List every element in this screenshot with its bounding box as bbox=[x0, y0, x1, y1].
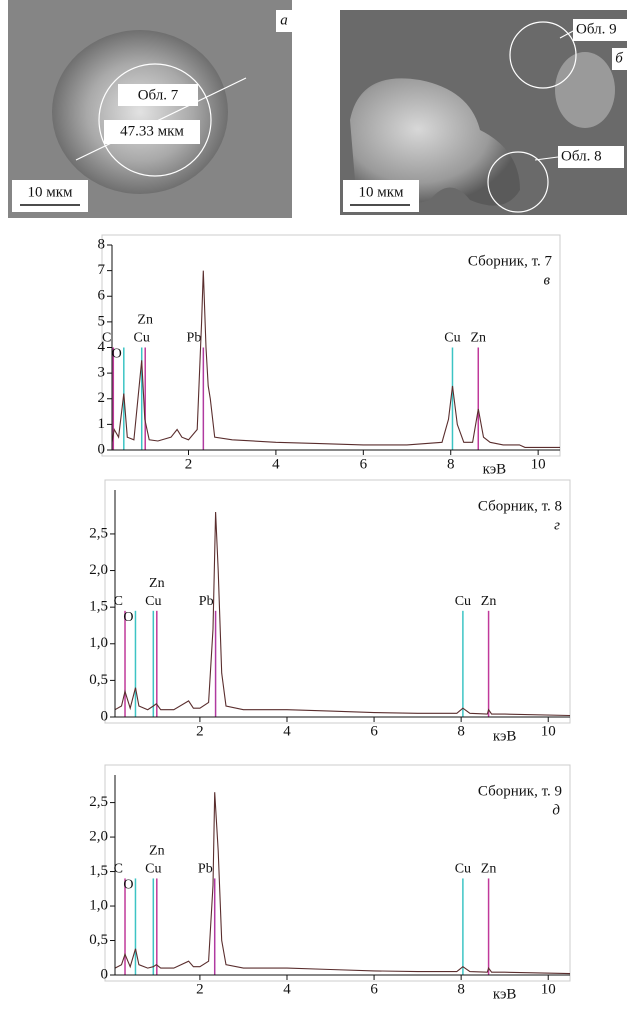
x-tick-label: 6 bbox=[360, 456, 368, 472]
plot-frame bbox=[104, 479, 571, 724]
size-label: 47.33 мкм bbox=[120, 123, 184, 139]
y-tick-label: 6 bbox=[98, 288, 106, 304]
y-tick-label: 1 bbox=[98, 416, 106, 432]
sem-image-a: Обл. 7 47.33 мкм 10 мкм а bbox=[8, 0, 292, 218]
element-label: Pb bbox=[198, 862, 213, 877]
element-label: Cu bbox=[145, 594, 161, 609]
y-tick-label: 0 bbox=[101, 966, 109, 982]
x-tick-label: 4 bbox=[283, 981, 291, 997]
element-label: Zn bbox=[149, 576, 165, 591]
y-tick-label: 1,0 bbox=[89, 635, 108, 651]
region-label: Обл. 7 bbox=[138, 87, 179, 103]
y-tick-label: 2 bbox=[98, 390, 106, 406]
element-label: Zn bbox=[149, 844, 165, 859]
element-label: Pb bbox=[187, 331, 202, 346]
element-label: Zn bbox=[470, 331, 486, 346]
x-tick-label: 8 bbox=[457, 723, 465, 739]
spectrum bbox=[111, 270, 560, 448]
y-tick-label: 4 bbox=[98, 339, 106, 355]
element-label: Zn bbox=[137, 313, 153, 328]
x-tick-label: 4 bbox=[283, 723, 291, 739]
x-tick-label: 2 bbox=[196, 723, 204, 739]
x-tick-label: 8 bbox=[457, 981, 465, 997]
element-label: O bbox=[123, 878, 133, 893]
x-tick-label: 10 bbox=[531, 456, 546, 472]
y-tick-label: 2,5 bbox=[89, 794, 108, 810]
y-tick-label: 3 bbox=[98, 365, 106, 381]
annotation: Сборник, т. 8 bbox=[478, 498, 562, 514]
panel-letter: в bbox=[543, 272, 550, 288]
x-axis-label: кэВ bbox=[493, 728, 517, 744]
x-axis-label: кэВ bbox=[493, 986, 517, 1002]
panel-letter: г bbox=[554, 517, 560, 533]
element-label: C bbox=[114, 594, 123, 609]
x-axis-label: кэВ bbox=[483, 461, 507, 477]
y-tick-label: 2,0 bbox=[89, 829, 108, 845]
spectrum bbox=[114, 792, 571, 975]
panel-letter: а bbox=[280, 12, 288, 28]
annotation: Сборник, т. 7 bbox=[468, 253, 553, 269]
element-label: Cu bbox=[134, 331, 150, 346]
x-tick-label: 10 bbox=[541, 981, 556, 997]
y-tick-label: 0 bbox=[101, 708, 109, 724]
scale-label: 10 мкм bbox=[358, 184, 404, 200]
x-tick-label: 6 bbox=[370, 981, 378, 997]
element-label: O bbox=[123, 610, 133, 625]
element-label: Pb bbox=[199, 594, 214, 609]
element-label: O bbox=[112, 347, 122, 362]
element-label: Cu bbox=[145, 862, 161, 877]
plot-frame bbox=[101, 234, 561, 457]
y-tick-label: 0,5 bbox=[89, 672, 108, 688]
spectrum bbox=[114, 511, 571, 717]
y-tick-label: 5 bbox=[98, 313, 106, 329]
y-tick-label: 1,5 bbox=[89, 863, 108, 879]
element-label: Zn bbox=[481, 862, 497, 877]
region-label: Обл. 9 bbox=[576, 21, 617, 37]
y-tick-label: 2,5 bbox=[89, 525, 108, 541]
region-label: Обл. 8 bbox=[561, 148, 602, 164]
y-tick-label: 7 bbox=[98, 262, 106, 278]
annotation: Сборник, т. 9 bbox=[478, 783, 562, 799]
element-label: C bbox=[102, 331, 111, 346]
y-tick-label: 0,5 bbox=[89, 932, 108, 948]
x-tick-label: 4 bbox=[272, 456, 280, 472]
x-tick-label: 2 bbox=[196, 981, 204, 997]
y-tick-label: 8 bbox=[98, 236, 106, 252]
sem-image-b: Обл. 9 Обл. 8 б 10 мкм bbox=[340, 10, 627, 215]
x-tick-label: 6 bbox=[370, 723, 378, 739]
plot-frame bbox=[104, 764, 571, 982]
x-tick-label: 8 bbox=[447, 456, 455, 472]
y-tick-label: 2,0 bbox=[89, 562, 108, 578]
element-label: Cu bbox=[455, 594, 471, 609]
element-label: C bbox=[114, 862, 123, 877]
x-tick-label: 10 bbox=[541, 723, 556, 739]
element-label: Zn bbox=[481, 594, 497, 609]
element-label: Cu bbox=[444, 331, 460, 346]
panel-letter: б bbox=[615, 50, 623, 66]
element-label: Cu bbox=[455, 862, 471, 877]
scale-label: 10 мкм bbox=[27, 184, 73, 200]
y-tick-label: 0 bbox=[98, 441, 106, 457]
x-tick-label: 2 bbox=[185, 456, 193, 472]
y-tick-label: 1,5 bbox=[89, 599, 108, 615]
panel-letter: д bbox=[552, 802, 560, 818]
y-tick-label: 1,0 bbox=[89, 897, 108, 913]
